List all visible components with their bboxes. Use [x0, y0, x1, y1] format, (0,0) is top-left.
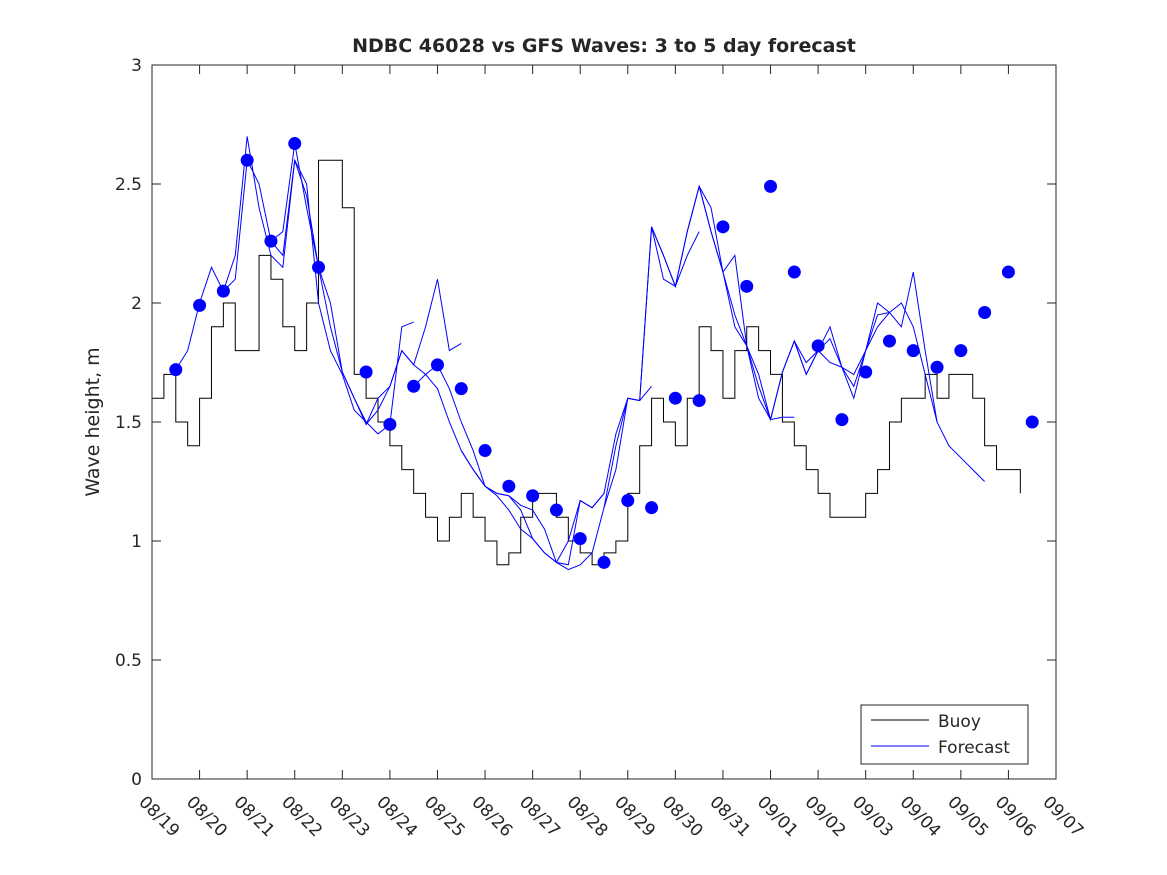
chart-title: NDBC 46028 vs GFS Waves: 3 to 5 day fore… — [352, 35, 856, 57]
forecast-marker — [1025, 415, 1039, 429]
forecast-marker — [359, 365, 373, 379]
forecast-marker — [764, 179, 778, 193]
y-tick-label: 0.5 — [115, 651, 142, 671]
y-axis-label: Wave height, m — [82, 347, 104, 496]
forecast-marker — [906, 344, 920, 358]
forecast-marker — [692, 394, 706, 408]
forecast-run-line — [841, 302, 985, 482]
forecast-run-line — [222, 136, 367, 423]
legend-forecast-label: Forecast — [938, 738, 1010, 758]
buoy-series-layer — [152, 159, 1021, 566]
forecast-marker — [240, 153, 254, 167]
forecast-marker — [549, 503, 563, 517]
forecast-marker — [811, 339, 825, 353]
forecast-marker-layer — [169, 137, 1039, 569]
buoy-line — [152, 159, 1021, 566]
forecast-marker — [407, 379, 421, 393]
forecast-marker — [668, 391, 682, 405]
forecast-marker — [454, 382, 468, 396]
forecast-marker — [573, 532, 587, 546]
forecast-marker — [169, 363, 183, 377]
forecast-marker — [835, 413, 849, 427]
forecast-marker — [882, 334, 896, 348]
forecast-marker — [430, 358, 444, 372]
forecast-marker — [597, 555, 611, 569]
y-tick-label: 1.5 — [115, 413, 142, 433]
plot-area — [152, 65, 1056, 779]
forecast-marker — [383, 417, 397, 431]
y-tick-label: 1 — [131, 532, 142, 552]
forecast-marker — [740, 279, 754, 293]
forecast-marker — [716, 220, 730, 234]
forecast-marker — [502, 479, 516, 493]
y-tick-label: 0 — [131, 770, 142, 790]
legend-box — [860, 704, 1029, 765]
forecast-marker — [859, 365, 873, 379]
forecast-marker — [621, 494, 635, 508]
y-tick-label: 2.5 — [115, 175, 142, 195]
forecast-marker — [478, 444, 492, 458]
forecast-marker — [312, 260, 326, 274]
forecast-marker — [264, 234, 278, 248]
legend: Buoy Forecast — [860, 704, 1029, 765]
forecast-marker — [526, 489, 540, 503]
forecast-marker — [645, 501, 659, 515]
forecast-marker — [216, 284, 230, 298]
forecast-marker — [954, 344, 968, 358]
y-tick-label: 3 — [131, 56, 142, 76]
forecast-marker — [288, 137, 302, 151]
forecast-marker — [978, 306, 992, 320]
legend-buoy-label: Buoy — [938, 712, 981, 732]
forecast-marker — [1001, 265, 1015, 279]
forecast-marker — [787, 265, 801, 279]
forecast-marker — [193, 298, 207, 312]
forecast-series-layer — [175, 136, 985, 571]
y-axis: 0 0.5 1 1.5 2 2.5 3 — [115, 56, 1056, 790]
y-tick-label: 2 — [131, 294, 142, 314]
forecast-marker — [930, 360, 944, 374]
